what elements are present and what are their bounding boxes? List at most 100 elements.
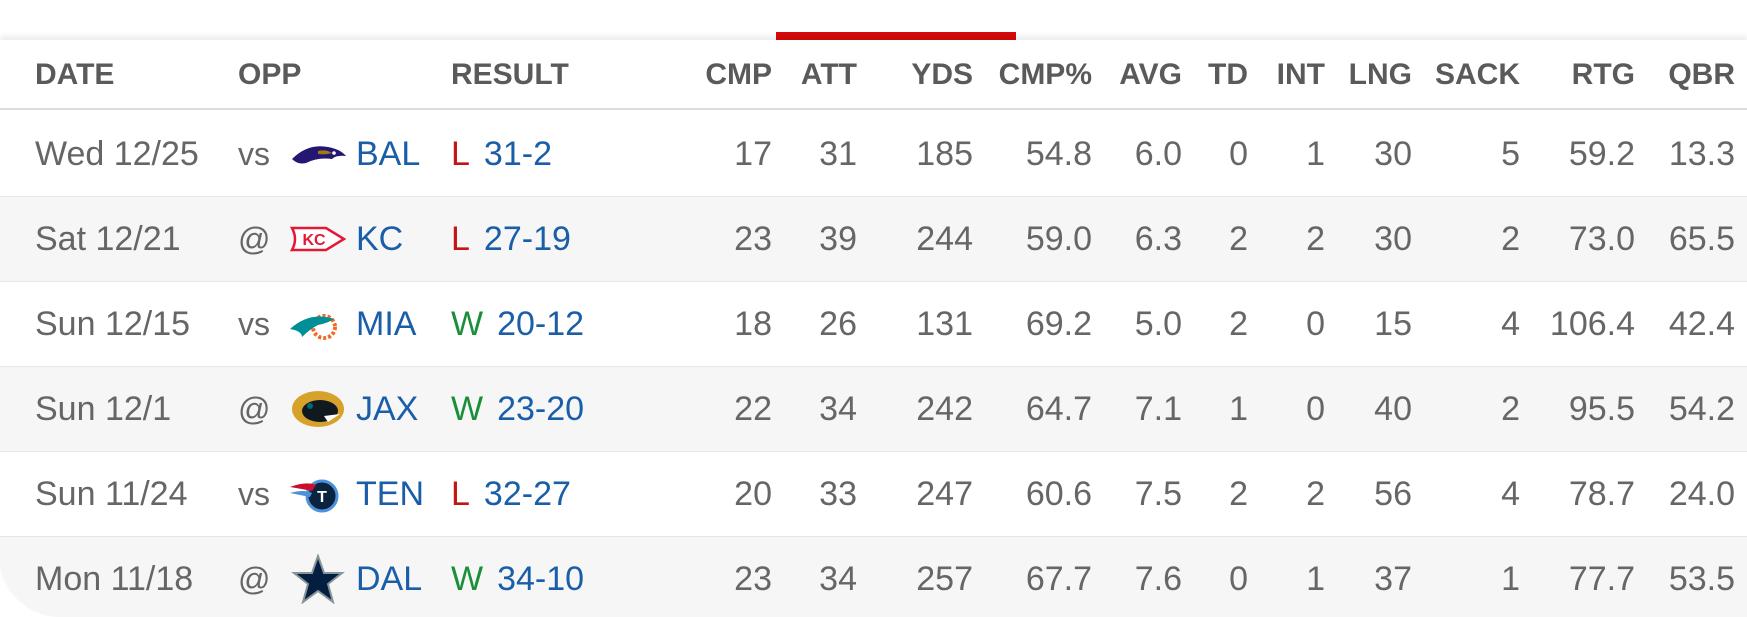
cell-cmp-pct: 69.2 xyxy=(1025,305,1092,343)
cell-td: 2 xyxy=(1229,305,1248,343)
cell-qbr: 53.5 xyxy=(1668,560,1735,598)
cell-cmp: 23 xyxy=(734,560,772,598)
ravens-logo-icon[interactable] xyxy=(288,129,348,179)
result-score-link[interactable]: 34-10 xyxy=(497,560,585,598)
cell-int: 1 xyxy=(1306,135,1325,173)
col-header-int[interactable]: INT xyxy=(1276,58,1325,91)
cell-sack: 4 xyxy=(1501,475,1520,513)
cell-att: 26 xyxy=(819,305,857,343)
col-header-att[interactable]: ATT xyxy=(800,58,857,91)
cell-opponent-link[interactable]: BAL xyxy=(356,135,421,173)
col-header-date[interactable]: DATE xyxy=(35,58,115,91)
jaguars-logo-icon[interactable] xyxy=(288,384,348,434)
cell-qbr: 13.3 xyxy=(1668,135,1735,173)
cell-avg: 5.0 xyxy=(1134,305,1182,343)
result-score-link[interactable]: 20-12 xyxy=(497,305,585,343)
cell-att: 33 xyxy=(819,475,857,513)
table-header: DATE OPP RESULT CMP ATT YDS CMP% AVG TD … xyxy=(0,40,1747,110)
cell-rtg: 106.4 xyxy=(1549,305,1635,343)
col-header-td[interactable]: TD xyxy=(1208,58,1248,91)
result-win-loss: L xyxy=(451,220,470,258)
cell-cmp: 22 xyxy=(734,390,772,428)
cell-date: Sun 11/24 xyxy=(35,475,188,513)
cell-result: W 20-12 xyxy=(451,282,631,366)
cell-cmp-pct: 60.6 xyxy=(1025,475,1092,513)
cell-home-away: vs xyxy=(238,476,270,512)
cowboys-logo-icon[interactable] xyxy=(288,552,348,605)
cell-att: 34 xyxy=(819,390,857,428)
cell-lng: 40 xyxy=(1374,390,1412,428)
cell-qbr: 24.0 xyxy=(1668,475,1735,513)
cell-qbr: 54.2 xyxy=(1668,390,1735,428)
cell-home-away: @ xyxy=(238,561,271,597)
cell-result: L 32-27 xyxy=(451,452,631,536)
table-row: Mon 11/18 @ DAL W 34-10 23 34 257 67.7 7.6 0 1 37 1 77… xyxy=(0,537,1747,617)
cell-avg: 6.0 xyxy=(1134,135,1182,173)
result-score-link[interactable]: 31-2 xyxy=(483,135,552,173)
cell-cmp: 23 xyxy=(734,220,772,258)
cell-date: Sun 12/15 xyxy=(35,305,191,343)
result-score-link[interactable]: 23-20 xyxy=(497,390,585,428)
cell-cmp-pct: 64.7 xyxy=(1025,390,1092,428)
cell-rtg: 59.2 xyxy=(1568,135,1635,173)
cell-opponent-link[interactable]: JAX xyxy=(356,390,419,428)
cell-yds: 185 xyxy=(916,135,973,173)
cell-result: W 34-10 xyxy=(451,537,631,617)
cell-yds: 257 xyxy=(916,560,973,598)
cell-date: Mon 11/18 xyxy=(35,560,194,598)
cell-sack: 2 xyxy=(1501,220,1520,258)
cell-opponent-link[interactable]: KC xyxy=(356,220,404,258)
cell-date: Sun 12/1 xyxy=(35,390,172,428)
col-header-cmp[interactable]: CMP xyxy=(705,58,772,91)
cell-opponent-link[interactable]: DAL xyxy=(356,560,423,598)
result-score-link[interactable]: 27-19 xyxy=(483,220,571,258)
cell-sack: 2 xyxy=(1501,390,1520,428)
col-header-qbr[interactable]: QBR xyxy=(1668,58,1735,91)
cell-int: 0 xyxy=(1306,390,1325,428)
cell-int: 2 xyxy=(1306,220,1325,258)
col-header-sack[interactable]: SACK xyxy=(1434,58,1520,91)
col-header-yds[interactable]: YDS xyxy=(911,58,973,91)
cell-avg: 7.1 xyxy=(1134,390,1182,428)
table-row: Sun 11/24 vs T TEN L 32-27 20 33 247 60.6 7.5 2 2 56 4… xyxy=(0,452,1747,537)
col-header-opp[interactable]: OPP xyxy=(238,58,302,91)
cell-td: 2 xyxy=(1229,475,1248,513)
cell-int: 2 xyxy=(1306,475,1325,513)
cell-sack: 4 xyxy=(1501,305,1520,343)
chiefs-logo-icon[interactable]: KC xyxy=(288,214,348,264)
cell-cmp-pct: 67.7 xyxy=(1025,560,1092,598)
cell-home-away: vs xyxy=(238,136,270,172)
cell-cmp: 20 xyxy=(734,475,772,513)
table-row: Sun 12/1 @ JAX W 23-20 22 34 242 64.7 7.1 1 0 40 2 95.… xyxy=(0,367,1747,452)
col-header-avg[interactable]: AVG xyxy=(1119,58,1182,91)
table-row: Wed 12/25 vs BAL L 31-2 17 31 185 54.8 6.0 0 1 30 5 59… xyxy=(0,112,1747,197)
active-tab-indicator xyxy=(776,32,1016,40)
result-win-loss: L xyxy=(451,135,470,173)
dolphins-logo-icon[interactable] xyxy=(288,299,348,349)
result-score-link[interactable]: 32-27 xyxy=(483,475,571,513)
cell-int: 1 xyxy=(1306,560,1325,598)
cell-lng: 30 xyxy=(1374,135,1412,173)
col-header-lng[interactable]: LNG xyxy=(1348,58,1412,91)
cell-yds: 242 xyxy=(916,390,973,428)
result-win-loss: W xyxy=(451,560,484,598)
col-header-result[interactable]: RESULT xyxy=(451,58,569,91)
cell-rtg: 73.0 xyxy=(1568,220,1635,258)
cell-sack: 5 xyxy=(1501,135,1520,173)
cell-td: 2 xyxy=(1229,220,1248,258)
cell-opponent-link[interactable]: MIA xyxy=(356,305,417,343)
cell-opponent-link[interactable]: TEN xyxy=(356,475,424,513)
cell-yds: 244 xyxy=(916,220,973,258)
cell-cmp-pct: 59.0 xyxy=(1025,220,1092,258)
titans-logo-icon[interactable]: T xyxy=(288,469,348,519)
game-log-table: DATE OPP RESULT CMP ATT YDS CMP% AVG TD … xyxy=(0,40,1747,617)
cell-cmp: 18 xyxy=(734,305,772,343)
result-win-loss: W xyxy=(451,390,484,428)
col-header-rtg[interactable]: RTG xyxy=(1571,58,1635,91)
cell-td: 0 xyxy=(1229,560,1248,598)
cell-avg: 6.3 xyxy=(1134,220,1182,258)
cell-home-away: @ xyxy=(238,221,271,257)
cell-avg: 7.5 xyxy=(1134,475,1182,513)
cell-home-away: @ xyxy=(238,391,271,427)
col-header-cmp-pct[interactable]: CMP% xyxy=(998,58,1092,91)
